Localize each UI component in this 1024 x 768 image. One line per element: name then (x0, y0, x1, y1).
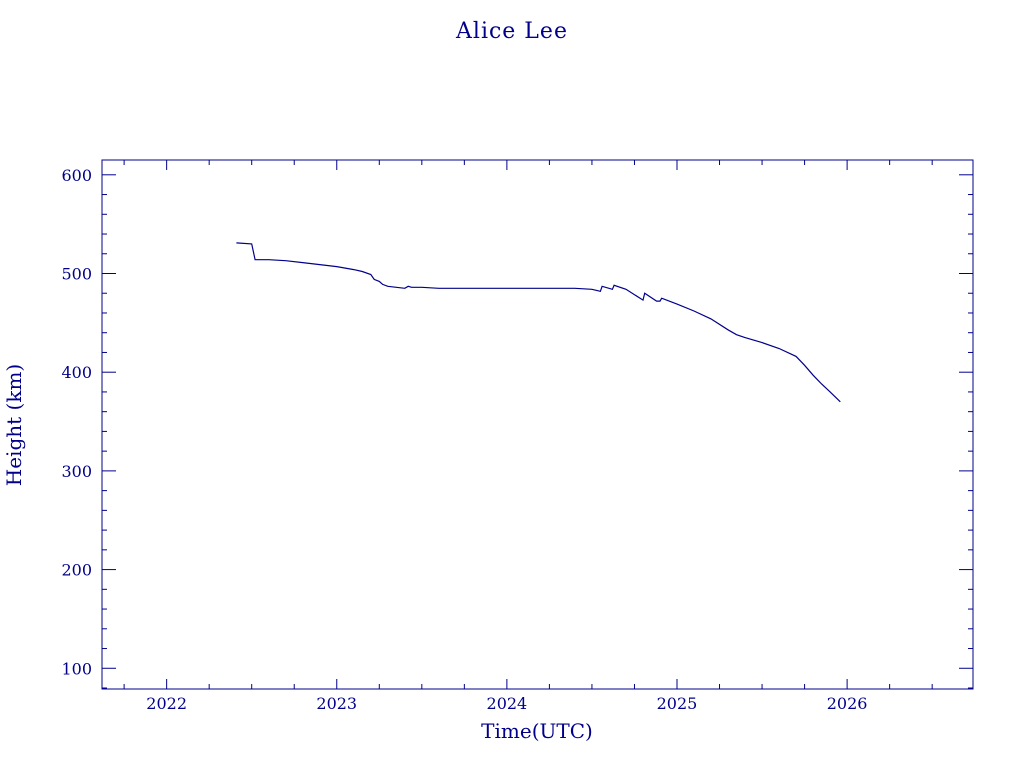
y-tick-label: 400 (61, 363, 92, 382)
x-tick-label: 2025 (657, 694, 698, 713)
x-tick-label: 2024 (487, 694, 528, 713)
x-axis-label: Time(UTC) (481, 719, 593, 743)
x-tick-label: 2023 (316, 694, 357, 713)
y-tick-label: 500 (61, 264, 92, 283)
plot-frame (101, 159, 974, 690)
x-tick-label: 2026 (827, 694, 868, 713)
x-tick-labels: 2022 2023 2024 2025 2026 (146, 694, 867, 713)
y-tick-label: 100 (61, 659, 92, 678)
y-tick-label: 600 (61, 166, 92, 185)
chart-title: Alice Lee (455, 19, 568, 44)
axis-ticks (102, 160, 973, 689)
y-tick-label: 200 (61, 561, 92, 580)
y-axis-label: Height (km) (2, 364, 26, 486)
y-tick-label: 300 (61, 462, 92, 481)
x-tick-label: 2022 (146, 694, 187, 713)
series-line (236, 242, 841, 403)
y-tick-labels: 100 200 300 400 500 600 (61, 166, 92, 678)
